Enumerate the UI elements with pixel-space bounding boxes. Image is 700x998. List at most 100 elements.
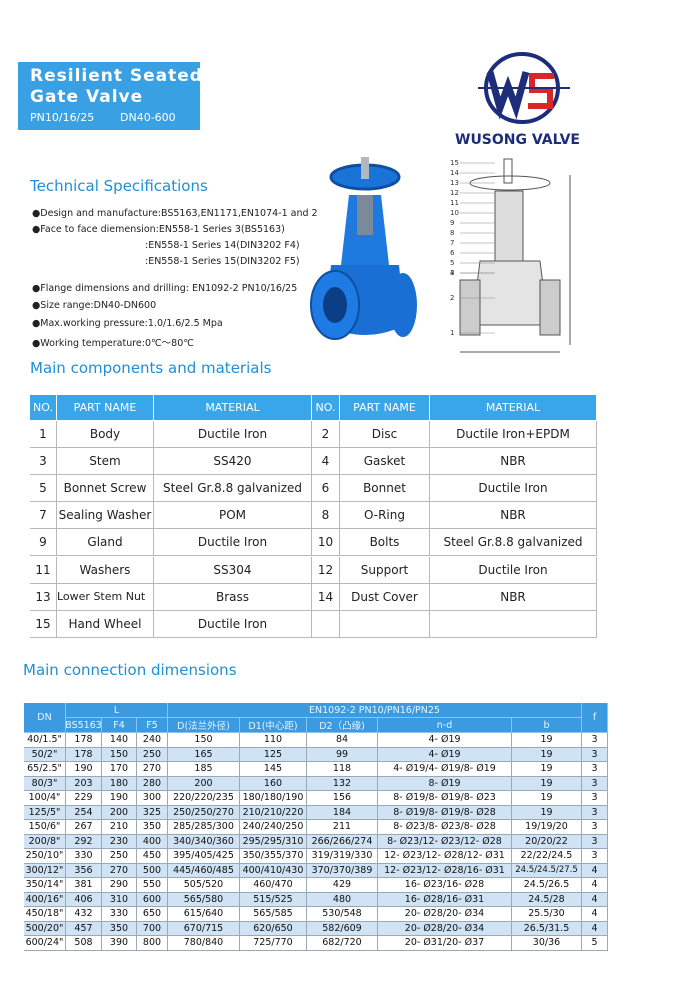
table-cell: 99 [307,747,378,762]
part-label: 13 [450,179,459,187]
table-cell: 290 [102,878,137,893]
table-cell: 620/650 [240,921,307,936]
table-cell: 150 [102,747,137,762]
empty-cell [312,610,340,638]
table-cell: Lower Stem Nut [57,583,154,611]
table-cell: 300/12" [24,863,66,878]
table-cell: 500 [137,863,168,878]
table-cell: 19 [512,762,582,777]
table-cell: Ductile Iron [154,529,312,557]
table-cell: 270 [137,762,168,777]
table-cell: 125 [240,747,307,762]
table-cell: 5 [30,475,57,503]
table-cell: 515/525 [240,892,307,907]
table-cell: 3 [582,820,608,835]
table-cell: 11 [30,556,57,584]
subtitle: DN40-600 [120,111,176,124]
spec-line: ●Max.working pressure:1.0/1.6/2.5 Mpa [32,318,223,329]
title-line: Resilient Seated [30,66,203,86]
table-cell: Ductile Iron [154,610,312,638]
table-cell: 210/210/220 [240,805,307,820]
table-cell: 8- Ø23/12- Ø23/12- Ø28 [378,834,512,849]
table-cell: 200 [168,776,240,791]
table-cell: 8- Ø19/8- Ø19/8- Ø23 [378,791,512,806]
spec-line: :EN558-1 Series 15(DIN3202 F5) [145,256,300,267]
table-cell: Dust Cover [340,583,430,611]
table-cell: 178 [66,747,102,762]
table-cell: 1 [30,421,57,449]
table-cell: 19 [512,747,582,762]
table-cell: Disc [340,421,430,449]
table-cell: 3 [30,448,57,476]
table-cell: 565/580 [168,892,240,907]
table-cell: 19 [512,791,582,806]
table-cell: 310 [102,892,137,907]
table-cell: 4 [582,907,608,922]
part-label: 1 [450,329,454,337]
part-label: 15 [450,159,459,167]
table-cell: 3 [582,747,608,762]
part-label: 4 [450,269,455,277]
table-cell: Gasket [340,448,430,476]
table-cell: 370/370/389 [307,863,378,878]
table-cell: Body [57,421,154,449]
title-line: Gate Valve [30,87,144,107]
header-cell: MATERIAL [430,395,597,421]
table-cell: Washers [57,556,154,584]
part-label: 8 [450,229,454,237]
table-cell: 700 [137,921,168,936]
table-cell: 670/715 [168,921,240,936]
table-cell: 240/240/250 [240,820,307,835]
table-cell: 254 [66,805,102,820]
table-cell: 5 [582,936,608,951]
table-cell: Ductile Iron [430,475,597,503]
table-cell: 250 [137,747,168,762]
table-cell: 330 [66,849,102,864]
table-cell: 300 [137,791,168,806]
table-cell: 445/460/485 [168,863,240,878]
table-cell: 725/770 [240,936,307,951]
table-cell: POM [154,502,312,530]
table-cell: 20- Ø28/20- Ø34 [378,921,512,936]
table-cell: Sealing Washer [57,502,154,530]
table-cell: 30/36 [512,936,582,951]
header-cell: NO. [30,395,57,421]
section-drawing: 15 14 13 12 11 10 9 8 7 6 5 43 2 1 [450,158,571,353]
table-cell: 25.5/30 [512,907,582,922]
table-cell: 600/24" [24,936,66,951]
table-cell: 200/8" [24,834,66,849]
table-cell: 4 [312,448,340,476]
table-cell: 20/20/22 [512,834,582,849]
table-cell: NBR [430,502,597,530]
table-cell: 4- Ø19/4- Ø19/8- Ø19 [378,762,512,777]
table-cell: 319/319/330 [307,849,378,864]
table-cell: 270 [102,863,137,878]
table-cell: 12 [312,556,340,584]
table-cell: Support [340,556,430,584]
valve-photo [310,157,417,340]
table-cell: 266/266/274 [307,834,378,849]
table-cell: 530/548 [307,907,378,922]
table-cell: 350/355/370 [240,849,307,864]
table-cell: 340/340/360 [168,834,240,849]
table-cell: 292 [66,834,102,849]
table-cell: 508 [66,936,102,951]
table-cell: 3 [582,834,608,849]
part-label: 6 [450,249,455,257]
table-cell: 19 [512,776,582,791]
table-cell: 267 [66,820,102,835]
table-cell: 12- Ø23/12- Ø28/16- Ø31 [378,863,512,878]
table-cell: 400/410/430 [240,863,307,878]
table-cell: 295/295/310 [240,834,307,849]
spec-line: ●Working temperature:0℃～80℃ [32,338,194,349]
header-cell: b [512,718,582,733]
table-cell: 185 [168,762,240,777]
empty-cell [430,610,597,638]
table-cell: Bonnet [340,475,430,503]
title-box [18,62,200,130]
table-cell: 19 [512,733,582,748]
table-cell: 19/19/20 [512,820,582,835]
table-cell: 170 [102,762,137,777]
table-cell: 211 [307,820,378,835]
